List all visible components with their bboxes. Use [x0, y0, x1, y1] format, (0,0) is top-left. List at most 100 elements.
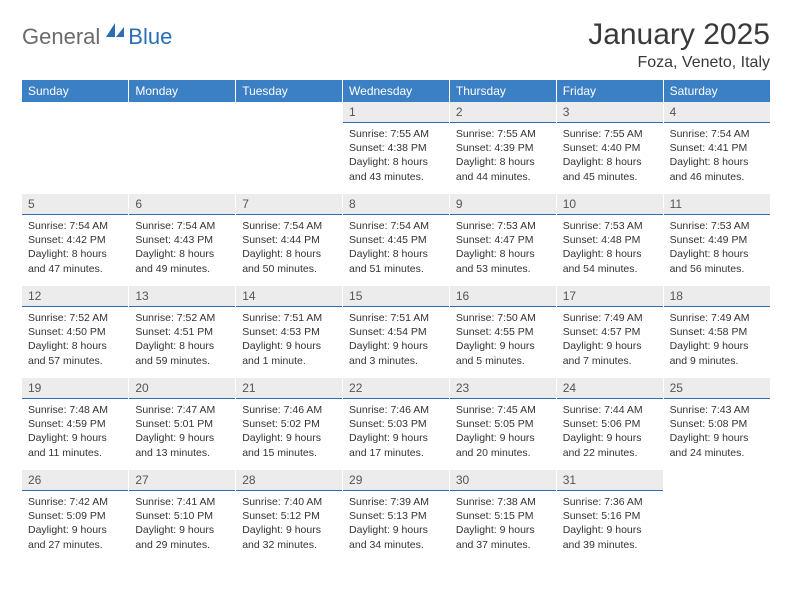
daylight1-text: Daylight: 8 hours [28, 247, 122, 261]
daylight2-text: and 44 minutes. [456, 170, 550, 184]
day-details: Sunrise: 7:54 AMSunset: 4:45 PMDaylight:… [343, 215, 449, 282]
day-details: Sunrise: 7:47 AMSunset: 5:01 PMDaylight:… [129, 399, 235, 466]
sunset-text: Sunset: 4:47 PM [456, 233, 550, 247]
sunrise-text: Sunrise: 7:55 AM [349, 127, 443, 141]
day-number: 20 [129, 378, 235, 399]
day-number: 27 [129, 470, 235, 491]
sunrise-text: Sunrise: 7:51 AM [242, 311, 336, 325]
weekday-header: Saturday [663, 80, 770, 102]
brand-logo: General Blue [22, 18, 172, 50]
day-details: Sunrise: 7:52 AMSunset: 4:50 PMDaylight:… [22, 307, 128, 374]
daylight1-text: Daylight: 8 hours [349, 247, 443, 261]
daylight1-text: Daylight: 9 hours [349, 431, 443, 445]
day-cell: 15Sunrise: 7:51 AMSunset: 4:54 PMDayligh… [343, 286, 450, 378]
daylight1-text: Daylight: 8 hours [135, 339, 229, 353]
daylight1-text: Daylight: 9 hours [28, 431, 122, 445]
weekday-header-row: Sunday Monday Tuesday Wednesday Thursday… [22, 80, 770, 102]
calendar-page: General Blue January 2025 Foza, Veneto, … [0, 0, 792, 572]
day-details: Sunrise: 7:43 AMSunset: 5:08 PMDaylight:… [664, 399, 770, 466]
weekday-header: Tuesday [236, 80, 343, 102]
daylight1-text: Daylight: 9 hours [563, 523, 657, 537]
week-row: 5Sunrise: 7:54 AMSunset: 4:42 PMDaylight… [22, 194, 770, 286]
day-details: Sunrise: 7:48 AMSunset: 4:59 PMDaylight:… [22, 399, 128, 466]
day-cell [663, 470, 770, 562]
daylight1-text: Daylight: 9 hours [670, 339, 764, 353]
daylight1-text: Daylight: 8 hours [456, 247, 550, 261]
sunset-text: Sunset: 4:53 PM [242, 325, 336, 339]
daylight1-text: Daylight: 9 hours [670, 431, 764, 445]
daylight2-text: and 27 minutes. [28, 538, 122, 552]
sunset-text: Sunset: 5:08 PM [670, 417, 764, 431]
daylight2-text: and 11 minutes. [28, 446, 122, 460]
calendar-body: 1Sunrise: 7:55 AMSunset: 4:38 PMDaylight… [22, 102, 770, 562]
day-details: Sunrise: 7:51 AMSunset: 4:53 PMDaylight:… [236, 307, 342, 374]
day-details: Sunrise: 7:51 AMSunset: 4:54 PMDaylight:… [343, 307, 449, 374]
day-details: Sunrise: 7:46 AMSunset: 5:02 PMDaylight:… [236, 399, 342, 466]
day-cell: 17Sunrise: 7:49 AMSunset: 4:57 PMDayligh… [556, 286, 663, 378]
day-number: 3 [557, 102, 663, 123]
sunset-text: Sunset: 4:38 PM [349, 141, 443, 155]
sunrise-text: Sunrise: 7:49 AM [563, 311, 657, 325]
sunset-text: Sunset: 5:06 PM [563, 417, 657, 431]
daylight2-text: and 54 minutes. [563, 262, 657, 276]
day-cell: 30Sunrise: 7:38 AMSunset: 5:15 PMDayligh… [449, 470, 556, 562]
sunset-text: Sunset: 4:41 PM [670, 141, 764, 155]
sunrise-text: Sunrise: 7:52 AM [28, 311, 122, 325]
header: General Blue January 2025 Foza, Veneto, … [22, 18, 770, 72]
week-row: 19Sunrise: 7:48 AMSunset: 4:59 PMDayligh… [22, 378, 770, 470]
day-cell: 20Sunrise: 7:47 AMSunset: 5:01 PMDayligh… [129, 378, 236, 470]
day-number: 25 [664, 378, 770, 399]
sunset-text: Sunset: 5:16 PM [563, 509, 657, 523]
daylight2-text: and 37 minutes. [456, 538, 550, 552]
sunset-text: Sunset: 4:58 PM [670, 325, 764, 339]
day-details: Sunrise: 7:53 AMSunset: 4:49 PMDaylight:… [664, 215, 770, 282]
day-number: 22 [343, 378, 449, 399]
sunset-text: Sunset: 4:51 PM [135, 325, 229, 339]
day-details: Sunrise: 7:42 AMSunset: 5:09 PMDaylight:… [22, 491, 128, 558]
day-cell: 12Sunrise: 7:52 AMSunset: 4:50 PMDayligh… [22, 286, 129, 378]
day-number: 21 [236, 378, 342, 399]
day-number: 16 [450, 286, 556, 307]
day-cell: 2Sunrise: 7:55 AMSunset: 4:39 PMDaylight… [449, 102, 556, 194]
daylight2-text: and 17 minutes. [349, 446, 443, 460]
sunrise-text: Sunrise: 7:45 AM [456, 403, 550, 417]
day-cell: 13Sunrise: 7:52 AMSunset: 4:51 PMDayligh… [129, 286, 236, 378]
sunrise-text: Sunrise: 7:53 AM [563, 219, 657, 233]
day-details: Sunrise: 7:55 AMSunset: 4:40 PMDaylight:… [557, 123, 663, 190]
daylight1-text: Daylight: 8 hours [456, 155, 550, 169]
daylight1-text: Daylight: 9 hours [135, 523, 229, 537]
sunset-text: Sunset: 5:10 PM [135, 509, 229, 523]
daylight1-text: Daylight: 9 hours [242, 523, 336, 537]
sunset-text: Sunset: 4:55 PM [456, 325, 550, 339]
day-cell: 23Sunrise: 7:45 AMSunset: 5:05 PMDayligh… [449, 378, 556, 470]
day-cell: 1Sunrise: 7:55 AMSunset: 4:38 PMDaylight… [343, 102, 450, 194]
sunrise-text: Sunrise: 7:44 AM [563, 403, 657, 417]
day-cell: 24Sunrise: 7:44 AMSunset: 5:06 PMDayligh… [556, 378, 663, 470]
sunrise-text: Sunrise: 7:52 AM [135, 311, 229, 325]
weekday-header: Friday [556, 80, 663, 102]
daylight2-text: and 45 minutes. [563, 170, 657, 184]
day-cell: 7Sunrise: 7:54 AMSunset: 4:44 PMDaylight… [236, 194, 343, 286]
day-cell: 11Sunrise: 7:53 AMSunset: 4:49 PMDayligh… [663, 194, 770, 286]
sunrise-text: Sunrise: 7:54 AM [242, 219, 336, 233]
daylight1-text: Daylight: 8 hours [563, 247, 657, 261]
sunrise-text: Sunrise: 7:54 AM [349, 219, 443, 233]
day-cell: 16Sunrise: 7:50 AMSunset: 4:55 PMDayligh… [449, 286, 556, 378]
day-details: Sunrise: 7:54 AMSunset: 4:42 PMDaylight:… [22, 215, 128, 282]
sunrise-text: Sunrise: 7:50 AM [456, 311, 550, 325]
daylight1-text: Daylight: 8 hours [242, 247, 336, 261]
day-number: 19 [22, 378, 128, 399]
daylight1-text: Daylight: 9 hours [563, 339, 657, 353]
day-details: Sunrise: 7:49 AMSunset: 4:57 PMDaylight:… [557, 307, 663, 374]
daylight2-text: and 46 minutes. [670, 170, 764, 184]
day-number: 4 [664, 102, 770, 123]
daylight1-text: Daylight: 8 hours [349, 155, 443, 169]
sunrise-text: Sunrise: 7:53 AM [456, 219, 550, 233]
day-cell: 27Sunrise: 7:41 AMSunset: 5:10 PMDayligh… [129, 470, 236, 562]
daylight1-text: Daylight: 8 hours [135, 247, 229, 261]
week-row: 26Sunrise: 7:42 AMSunset: 5:09 PMDayligh… [22, 470, 770, 562]
day-details: Sunrise: 7:38 AMSunset: 5:15 PMDaylight:… [450, 491, 556, 558]
daylight2-text: and 24 minutes. [670, 446, 764, 460]
sunset-text: Sunset: 5:01 PM [135, 417, 229, 431]
sunrise-text: Sunrise: 7:51 AM [349, 311, 443, 325]
